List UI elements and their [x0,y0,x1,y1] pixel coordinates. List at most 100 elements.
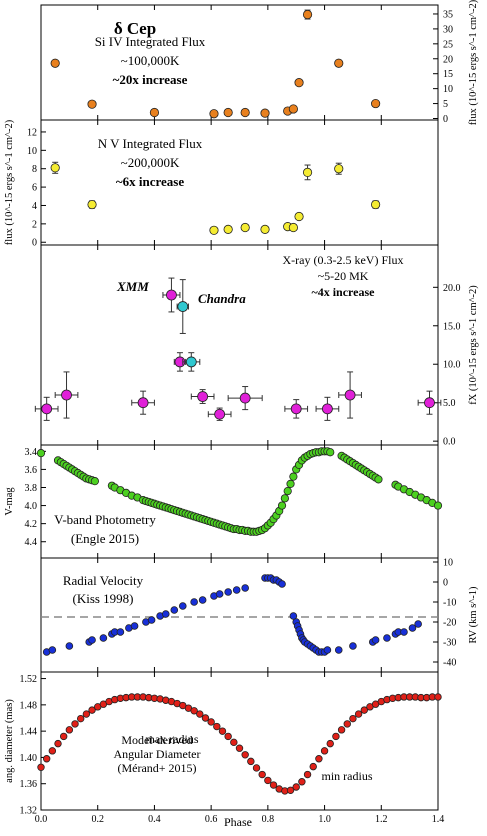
x-axis-label: Phase [224,815,252,829]
x-ray-xmm-point [290,403,302,415]
n-v-point [371,199,381,210]
angular-diameter-point [59,732,68,741]
figure-title: δ Cep [114,19,156,38]
angular-diameter-point [42,755,51,763]
y-tick-label: 8 [32,164,37,175]
y-tick-label: 10 [443,84,453,95]
radial-velocity-point [88,636,96,644]
y-tick-label: 1.32 [20,806,38,817]
angular-diameter-point [269,781,278,789]
angular-diameter-point [315,755,323,763]
radial-velocity-label-line: (Kiss 1998) [72,591,133,606]
y-tick-label: 1.40 [20,753,38,764]
x-tick-label: 0.2 [91,814,104,825]
v-band-point [289,472,298,481]
radial-velocity-point [215,590,224,598]
radial-velocity-point [232,586,241,594]
x-ray-xmm-point [239,392,251,404]
radial-velocity-point [278,580,286,588]
y-tick-label: -20 [443,618,456,629]
radial-velocity-point [289,612,298,620]
radial-velocity-point [130,622,139,630]
n-v-point [302,167,313,177]
radial-velocity-point [170,606,179,614]
x-ray-label-line: ~4x increase [311,285,375,299]
radial-velocity-point [147,616,156,624]
y-axis-title-right: flux (10^-15 ergs s^-1 cm^-2) [468,0,479,125]
y-tick-label: 4.0 [25,501,38,512]
si-iv-point [87,99,97,109]
x-ray-xmm-point [214,408,226,420]
y-axis-title-left: V-mag [4,487,15,516]
angular-diameter-point [224,732,232,741]
radial-velocity-point [190,598,198,606]
radial-velocity-label-line: Radial Velocity [63,573,144,588]
angular-diameter-point [349,714,357,723]
y-tick-label: 10 [27,146,37,157]
x-ray-xmm-point [424,397,435,409]
radial-velocity-point [65,642,74,650]
radial-velocity-point [198,596,207,604]
angular-diameter-point [337,726,346,734]
y-tick-label: 30 [443,24,453,35]
angular-diameter-point [241,751,249,759]
v-band-label-line: (Engle 2015) [71,531,139,546]
x-ray-xmm-point [166,289,177,301]
y-tick-label: 4 [32,201,37,212]
annotation-min-radius: min radius [322,769,373,783]
x-tick-label: 1.2 [375,814,388,825]
y-tick-label: 1.44 [20,727,38,738]
n-v-point [240,222,250,233]
angular-diameter-point [235,744,244,752]
n-v-point [223,224,233,234]
y-axis-title-right: fX (10^-15 ergs s^-1 cm^-2) [468,285,479,405]
y-tick-label: 0.0 [443,437,456,448]
x-tick-label: 0.0 [35,814,48,825]
y-tick-label: 3.6 [25,465,38,476]
y-tick-label: 15 [443,69,453,80]
radial-velocity-point [349,642,357,650]
y-tick-label: 20 [443,54,453,65]
n-v-point [260,224,270,234]
y-axis-title-right: RV (km s^-1) [468,586,479,643]
panel-frame-x-ray [40,244,439,446]
panel-frame-angular-diameter [40,671,439,811]
x-ray-label-line: ~5-20 MK [318,269,369,283]
y-tick-label: -10 [443,598,456,609]
angular-diameter-label-line: Angular Diameter [114,747,201,761]
angular-diameter-point [264,776,272,785]
radial-velocity-point [48,646,57,654]
v-band-point [374,475,383,484]
x-tick-label: 1.4 [432,814,445,825]
radial-velocity-point [400,628,408,636]
y-tick-label: 10 [443,558,453,569]
radial-velocity-point [116,628,125,636]
y-tick-label: 12 [27,127,37,138]
angular-diameter-point [82,710,91,718]
si-iv-point [209,109,219,119]
radial-velocity-point [161,610,170,618]
v-band-point [433,501,443,510]
legend-chandra: Chandra [198,291,246,306]
angular-diameter-point [286,786,295,794]
x-ray-xmm-point [344,389,356,401]
si-iv-point [302,9,313,20]
y-tick-label: 15.0 [443,321,461,332]
radial-velocity-point [323,646,332,654]
n-v-point [87,199,97,210]
angular-diameter-point [354,710,363,718]
x-ray-xmm-point [41,403,53,415]
angular-diameter-point [54,739,62,748]
v-band-point [36,449,46,458]
angular-diameter-point [88,706,96,714]
y-tick-label: 0 [443,578,448,589]
angular-diameter-point [190,707,198,715]
y-tick-label: 1.52 [20,674,38,685]
radial-velocity-point [383,634,391,642]
x-ray-xmm-point [197,391,209,402]
si-iv-point [371,98,381,109]
x-tick-label: 0.6 [205,814,218,825]
angular-diameter-point [201,714,210,722]
